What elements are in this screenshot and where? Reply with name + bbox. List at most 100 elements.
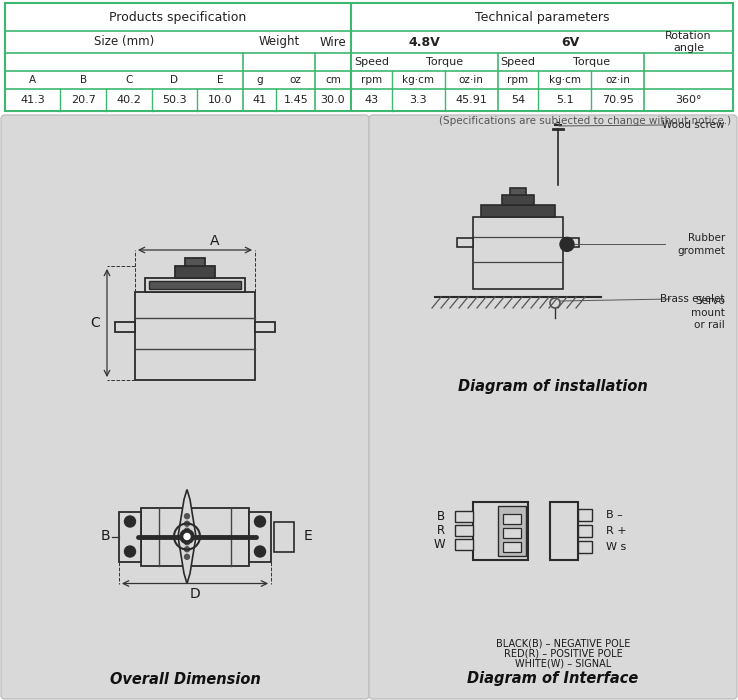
Text: oz·in: oz·in (459, 75, 483, 85)
Text: B –: B – (606, 510, 623, 519)
Text: 41.3: 41.3 (20, 95, 45, 105)
Circle shape (184, 554, 190, 559)
Text: Size (mm): Size (mm) (94, 36, 154, 48)
Bar (135, 292, 255, 380)
Text: Servo
mount
or rail: Servo mount or rail (691, 295, 725, 330)
Text: B: B (100, 529, 110, 543)
Text: 41: 41 (252, 95, 266, 105)
Text: Brass eyelet: Brass eyelet (661, 294, 725, 304)
Text: kg·cm: kg·cm (402, 75, 434, 85)
Text: Technical parameters: Technical parameters (475, 10, 610, 24)
Bar (249, 512, 271, 561)
Text: Wire: Wire (320, 36, 346, 48)
Text: 3.3: 3.3 (410, 95, 427, 105)
Text: C: C (90, 316, 100, 330)
Polygon shape (178, 489, 196, 584)
Bar (455, 539, 473, 550)
Bar (550, 501, 578, 559)
Text: rpm: rpm (508, 75, 528, 85)
Bar (457, 238, 473, 247)
Circle shape (255, 546, 266, 557)
Text: (Specifications are subjected to change without notice.): (Specifications are subjected to change … (439, 116, 731, 126)
Text: B: B (437, 510, 445, 523)
Text: Products specification: Products specification (109, 10, 246, 24)
Bar (455, 525, 473, 536)
Text: oz·in: oz·in (605, 75, 630, 85)
Bar (255, 321, 275, 332)
Text: kg·cm: kg·cm (549, 75, 581, 85)
Text: 1.45: 1.45 (283, 95, 308, 105)
FancyBboxPatch shape (369, 115, 737, 699)
Text: D: D (190, 587, 201, 601)
Circle shape (125, 516, 136, 527)
Text: 45.91: 45.91 (455, 95, 487, 105)
Bar (578, 540, 592, 552)
Text: 43: 43 (365, 95, 379, 105)
Bar (149, 281, 241, 289)
Text: 5.1: 5.1 (556, 95, 573, 105)
Bar (115, 321, 135, 332)
Text: oz: oz (290, 75, 302, 85)
Text: cm: cm (325, 75, 341, 85)
Bar (119, 512, 141, 561)
Circle shape (560, 237, 574, 251)
Text: B: B (80, 75, 86, 85)
Text: 10.0: 10.0 (207, 95, 232, 105)
Text: E: E (303, 529, 312, 543)
Text: Torque: Torque (426, 57, 463, 67)
Circle shape (184, 533, 190, 540)
Text: Wood screw: Wood screw (663, 120, 725, 130)
Bar (503, 514, 521, 524)
Text: Speed: Speed (500, 57, 536, 67)
Text: BLACK(B) – NEGATIVE POLE: BLACK(B) – NEGATIVE POLE (496, 638, 630, 648)
Text: R +: R + (606, 526, 627, 536)
Bar (175, 266, 215, 278)
Bar (503, 542, 521, 552)
Circle shape (184, 528, 190, 533)
Text: 70.95: 70.95 (601, 95, 634, 105)
Text: 360°: 360° (675, 95, 702, 105)
Text: Rotation
angle: Rotation angle (665, 31, 712, 53)
Bar (455, 511, 473, 522)
Text: 4.8V: 4.8V (408, 36, 440, 48)
Text: WHITE(W) – SIGNAL: WHITE(W) – SIGNAL (515, 658, 611, 668)
Bar (502, 195, 534, 205)
Text: A: A (29, 75, 36, 85)
Text: Weight: Weight (258, 36, 300, 48)
Text: g: g (256, 75, 263, 85)
Text: 30.0: 30.0 (320, 95, 345, 105)
Text: rpm: rpm (361, 75, 382, 85)
Circle shape (184, 514, 190, 519)
Circle shape (125, 546, 136, 557)
Text: 50.3: 50.3 (162, 95, 187, 105)
Bar (578, 508, 592, 521)
Text: E: E (217, 75, 224, 85)
Text: 54: 54 (511, 95, 525, 105)
Circle shape (184, 540, 190, 545)
Text: D: D (170, 75, 179, 85)
Bar (185, 258, 205, 266)
Text: Diagram of Interface: Diagram of Interface (467, 671, 638, 687)
FancyBboxPatch shape (1, 115, 369, 699)
Bar (141, 508, 249, 566)
Circle shape (184, 522, 190, 526)
Text: Torque: Torque (573, 57, 610, 67)
Circle shape (180, 529, 194, 543)
Text: W: W (433, 538, 445, 551)
Bar (578, 524, 592, 536)
Bar (145, 278, 245, 292)
Text: A: A (210, 234, 220, 248)
Bar (473, 501, 528, 559)
Text: R: R (437, 524, 445, 537)
Bar (473, 217, 563, 289)
Text: RED(R) – POSITIVE POLE: RED(R) – POSITIVE POLE (503, 648, 622, 658)
Text: C: C (125, 75, 132, 85)
Circle shape (184, 547, 190, 552)
Text: Overall Dimension: Overall Dimension (110, 671, 261, 687)
Text: 20.7: 20.7 (71, 95, 95, 105)
Bar (503, 528, 521, 538)
Text: Diagram of installation: Diagram of installation (458, 379, 648, 395)
Text: 6V: 6V (562, 36, 580, 48)
Bar (274, 522, 294, 552)
Bar (563, 238, 579, 247)
